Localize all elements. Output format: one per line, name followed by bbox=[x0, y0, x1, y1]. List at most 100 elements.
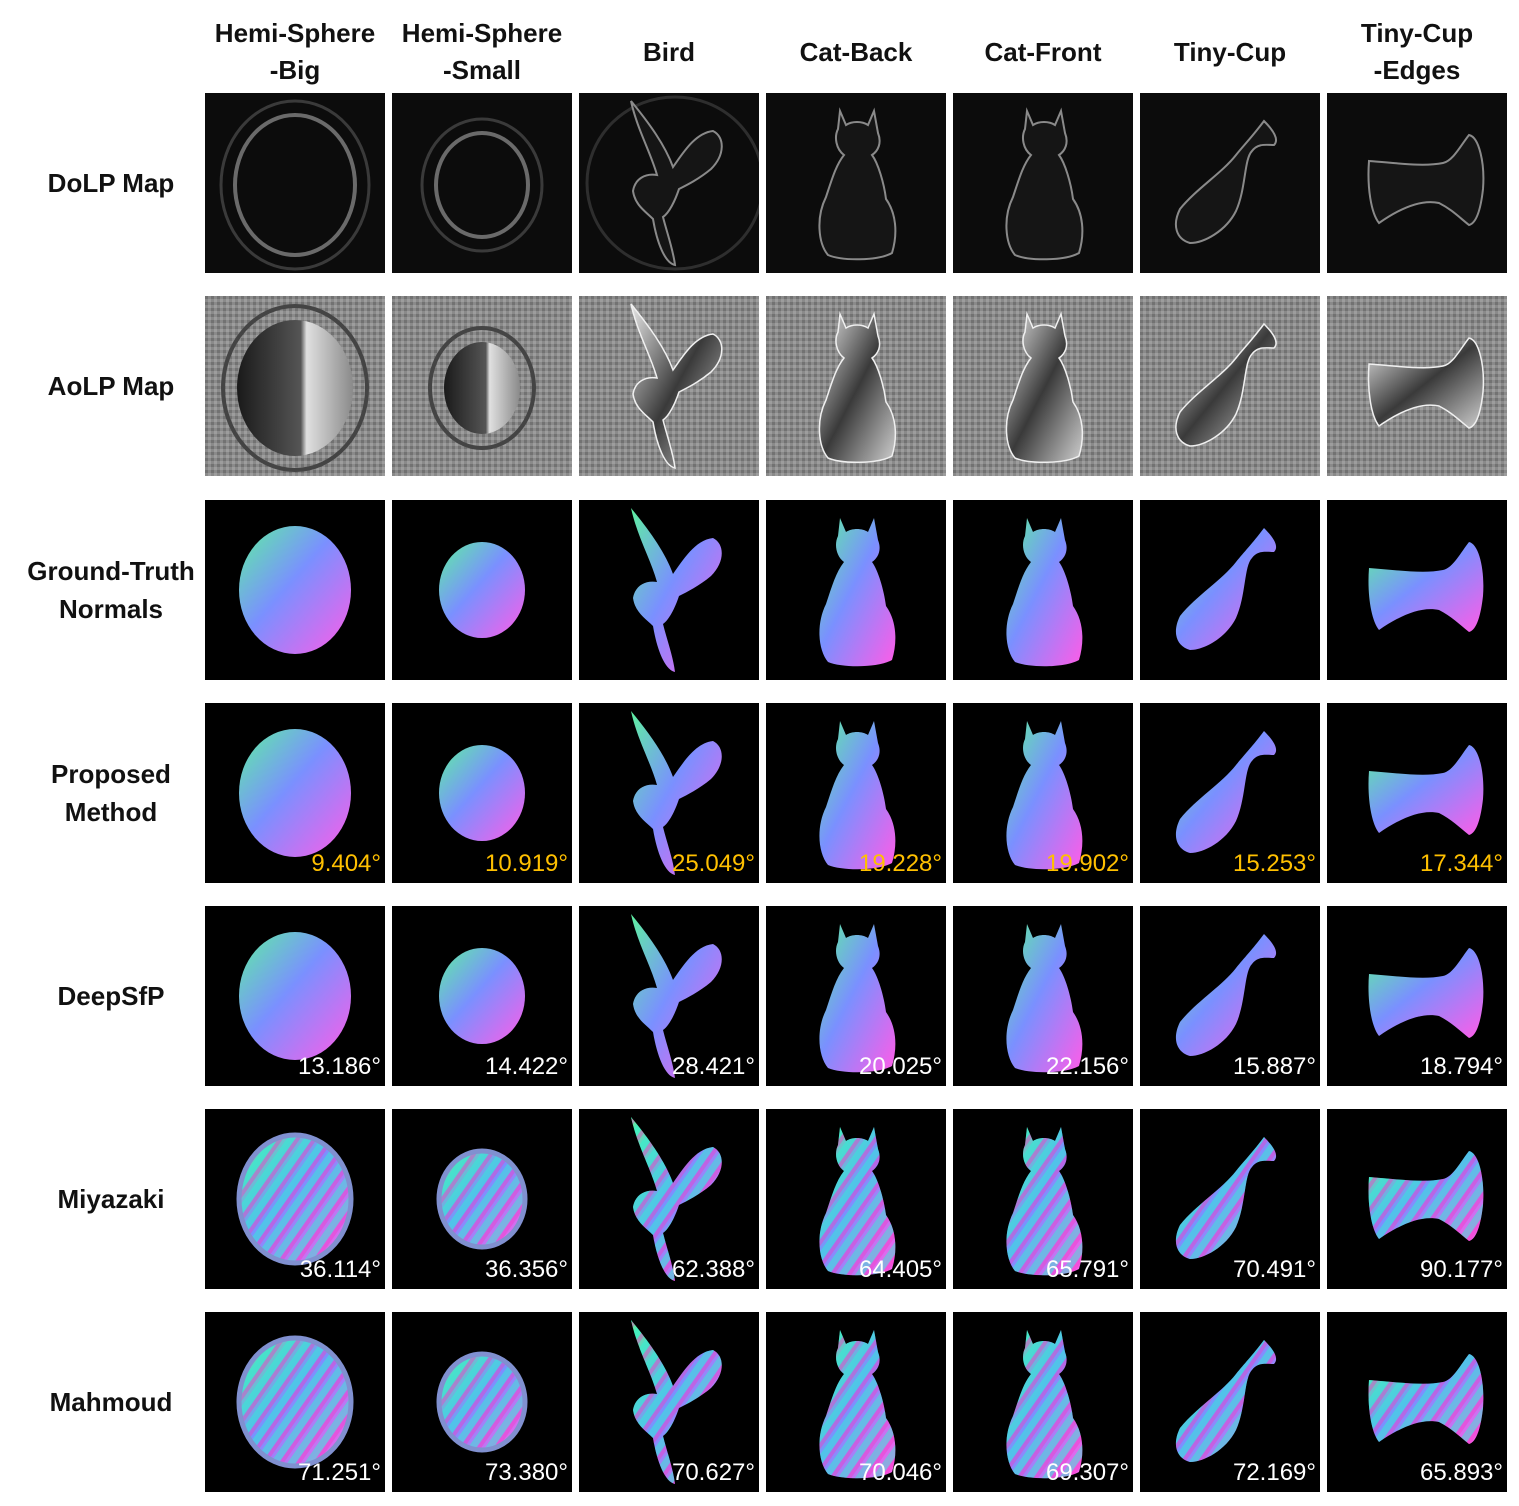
angular-error-label: 36.114° bbox=[300, 1257, 381, 1283]
result-image-cat-front: 65.791° bbox=[953, 1109, 1133, 1289]
image-render bbox=[953, 296, 1133, 476]
angular-error-label: 18.794° bbox=[1420, 1054, 1503, 1080]
result-image-tiny-cup-edges bbox=[1327, 500, 1507, 680]
angular-error-label: 70.046° bbox=[859, 1460, 942, 1486]
angular-error-label: 19.228° bbox=[859, 851, 942, 877]
column-header-tiny-cup-edges: Tiny-Cup -Edges bbox=[1324, 14, 1510, 90]
result-image-sphere-small: 10.919° bbox=[392, 703, 572, 883]
result-image-sphere-small bbox=[392, 93, 572, 273]
angular-error-label: 70.627° bbox=[672, 1460, 755, 1486]
image-render bbox=[1327, 93, 1507, 273]
result-image-cat-front: 69.307° bbox=[953, 1312, 1133, 1492]
result-image-tiny-cup bbox=[1140, 93, 1320, 273]
row-label: DoLP Map bbox=[0, 93, 222, 273]
result-image-cat-back bbox=[766, 500, 946, 680]
result-image-tiny-cup: 15.887° bbox=[1140, 906, 1320, 1086]
result-image-bird: 70.627° bbox=[579, 1312, 759, 1492]
angular-error-label: 64.405° bbox=[859, 1257, 942, 1283]
image-render bbox=[766, 93, 946, 273]
result-image-sphere-big: 9.404° bbox=[205, 703, 385, 883]
row-label: Proposed Method bbox=[0, 703, 222, 883]
row-label: DeepSfP bbox=[0, 906, 222, 1086]
result-image-tiny-cup: 72.169° bbox=[1140, 1312, 1320, 1492]
result-image-tiny-cup bbox=[1140, 296, 1320, 476]
row-label: Miyazaki bbox=[0, 1109, 222, 1289]
image-render bbox=[766, 500, 946, 680]
result-image-sphere-big bbox=[205, 93, 385, 273]
angular-error-label: 22.156° bbox=[1046, 1054, 1129, 1080]
angular-error-label: 15.887° bbox=[1233, 1054, 1316, 1080]
row-label: Ground-Truth Normals bbox=[0, 500, 222, 680]
result-image-sphere-big: 13.186° bbox=[205, 906, 385, 1086]
result-image-cat-back bbox=[766, 296, 946, 476]
image-render bbox=[1327, 500, 1507, 680]
column-header-sphere-big: Hemi-Sphere -Big bbox=[202, 14, 388, 90]
angular-error-label: 70.491° bbox=[1233, 1257, 1316, 1283]
result-image-bird bbox=[579, 93, 759, 273]
angular-error-label: 28.421° bbox=[672, 1054, 755, 1080]
result-image-cat-front bbox=[953, 296, 1133, 476]
result-image-cat-front: 22.156° bbox=[953, 906, 1133, 1086]
image-render bbox=[1140, 296, 1320, 476]
result-image-sphere-small: 14.422° bbox=[392, 906, 572, 1086]
result-image-bird: 25.049° bbox=[579, 703, 759, 883]
result-image-cat-back bbox=[766, 93, 946, 273]
angular-error-label: 62.388° bbox=[672, 1257, 755, 1283]
result-image-tiny-cup bbox=[1140, 500, 1320, 680]
result-image-sphere-big bbox=[205, 296, 385, 476]
image-render bbox=[392, 500, 572, 680]
angular-error-label: 10.919° bbox=[485, 851, 568, 877]
result-image-tiny-cup-edges: 17.344° bbox=[1327, 703, 1507, 883]
result-image-sphere-small: 73.380° bbox=[392, 1312, 572, 1492]
angular-error-label: 19.902° bbox=[1046, 851, 1129, 877]
result-image-bird: 28.421° bbox=[579, 906, 759, 1086]
angular-error-label: 90.177° bbox=[1420, 1257, 1503, 1283]
row-label: AoLP Map bbox=[0, 296, 222, 476]
result-image-tiny-cup-edges: 90.177° bbox=[1327, 1109, 1507, 1289]
result-image-sphere-small: 36.356° bbox=[392, 1109, 572, 1289]
result-image-sphere-big: 71.251° bbox=[205, 1312, 385, 1492]
result-image-tiny-cup: 15.253° bbox=[1140, 703, 1320, 883]
angular-error-label: 73.380° bbox=[485, 1460, 568, 1486]
result-image-cat-front: 19.902° bbox=[953, 703, 1133, 883]
result-image-cat-front bbox=[953, 93, 1133, 273]
image-render bbox=[579, 500, 759, 680]
angular-error-label: 14.422° bbox=[485, 1054, 568, 1080]
result-image-cat-back: 70.046° bbox=[766, 1312, 946, 1492]
angular-error-label: 65.791° bbox=[1046, 1257, 1129, 1283]
result-image-tiny-cup-edges bbox=[1327, 296, 1507, 476]
column-header-cat-back: Cat-Back bbox=[763, 14, 949, 90]
angular-error-label: 15.253° bbox=[1233, 851, 1316, 877]
angular-error-label: 25.049° bbox=[672, 851, 755, 877]
result-image-sphere-small bbox=[392, 500, 572, 680]
image-render bbox=[579, 93, 759, 273]
result-image-sphere-small bbox=[392, 296, 572, 476]
angular-error-label: 20.025° bbox=[859, 1054, 942, 1080]
angular-error-label: 9.404° bbox=[311, 851, 381, 877]
image-render bbox=[953, 500, 1133, 680]
image-render bbox=[205, 93, 385, 273]
result-image-tiny-cup: 70.491° bbox=[1140, 1109, 1320, 1289]
angular-error-label: 13.186° bbox=[298, 1054, 381, 1080]
angular-error-label: 65.893° bbox=[1420, 1460, 1503, 1486]
result-image-cat-front bbox=[953, 500, 1133, 680]
angular-error-label: 69.307° bbox=[1046, 1460, 1129, 1486]
angular-error-label: 17.344° bbox=[1420, 851, 1503, 877]
image-render bbox=[392, 296, 572, 476]
result-image-cat-back: 19.228° bbox=[766, 703, 946, 883]
angular-error-label: 36.356° bbox=[485, 1257, 568, 1283]
image-render bbox=[205, 296, 385, 476]
image-render bbox=[953, 93, 1133, 273]
result-image-tiny-cup-edges: 65.893° bbox=[1327, 1312, 1507, 1492]
image-render bbox=[1140, 500, 1320, 680]
column-header-sphere-small: Hemi-Sphere -Small bbox=[389, 14, 575, 90]
image-render bbox=[1327, 296, 1507, 476]
image-render bbox=[205, 500, 385, 680]
result-image-tiny-cup-edges bbox=[1327, 93, 1507, 273]
result-image-sphere-big: 36.114° bbox=[205, 1109, 385, 1289]
result-image-bird bbox=[579, 296, 759, 476]
image-render bbox=[766, 296, 946, 476]
image-render bbox=[1140, 93, 1320, 273]
result-image-tiny-cup-edges: 18.794° bbox=[1327, 906, 1507, 1086]
